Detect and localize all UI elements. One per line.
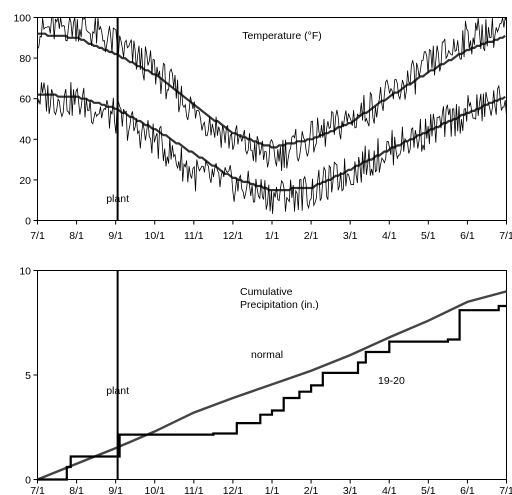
precipitation-chart: 7/1 8/1 9/1 10/1 11/1 12/1 1/1 2/1 3/1 4/1 5/1 6/1 7… [19, 266, 512, 495]
temperature-normal-low [37, 93, 506, 192]
precipitation-y-tick-label: 10 [19, 266, 31, 278]
temperature-y-tick-label: 100 [13, 13, 31, 25]
temperature-x-tick-label: 7/1 [499, 230, 512, 242]
temperature-normal-high [37, 32, 506, 149]
precipitation-x-tick-label: 6/1 [460, 485, 475, 495]
precipitation-title: Cumulative Precipitation (in.) [240, 286, 319, 311]
precipitation-title-line: Cumulative [240, 286, 293, 298]
temperature-y-tick-label: 60 [19, 94, 31, 106]
temperature-chart: 7/1 8/1 9/1 10/1 11/1 12/1 1/1 2/1 3/1 4/1 5/1 6/1 7… [13, 13, 512, 243]
temperature-series [37, 16, 507, 214]
precipitation-x-tick-label: 8/1 [69, 485, 84, 495]
temperature-plant-label: plant [106, 193, 129, 205]
temperature-x-tick-label: 10/1 [145, 230, 166, 242]
temperature-x-tick-label: 9/1 [108, 230, 123, 242]
precipitation-x-tick-label: 4/1 [382, 485, 397, 495]
temperature-y-tick-label: 80 [19, 53, 31, 65]
temperature-x-tick-label: 8/1 [69, 230, 84, 242]
temperature-axes: 7/1 8/1 9/1 10/1 11/1 12/1 1/1 2/1 3/1 4/1 5/1 6/1 7… [13, 13, 512, 243]
precipitation-x-tick-label: 2/1 [304, 485, 319, 495]
temperature-x-tick-label: 7/1 [30, 230, 45, 242]
temperature-daily-high [37, 16, 507, 172]
temperature-title: Temperature (°F) [242, 30, 321, 42]
temperature-x-tick-label: 5/1 [421, 230, 436, 242]
series-label-normal: normal [251, 349, 283, 361]
temperature-x-tick-label: 2/1 [304, 230, 319, 242]
series-label-19-20: 19-20 [378, 375, 405, 387]
precipitation-y-tick-label: 5 [25, 370, 31, 382]
precipitation-normal-line [37, 290, 507, 481]
temperature-y-tick-label: 20 [19, 175, 31, 187]
precipitation-x-tick-label: 1/1 [265, 485, 280, 495]
temperature-daily-low [37, 82, 507, 214]
precipitation-title-line: Precipitation (in.) [240, 299, 319, 311]
precipitation-x-tick-label: 11/1 [184, 485, 204, 495]
precipitation-series [37, 290, 507, 481]
temperature-x-tick-label: 3/1 [343, 230, 358, 242]
precipitation-x-tick-label: 9/1 [108, 485, 123, 495]
temperature-x-tick-label: 4/1 [382, 230, 397, 242]
temperature-y-tick-label: 0 [25, 216, 31, 228]
precipitation-plant-label: plant [106, 385, 129, 397]
precipitation-y-tick-label: 0 [25, 475, 31, 487]
precipitation-axes: 7/1 8/1 9/1 10/1 11/1 12/1 1/1 2/1 3/1 4/1 5/1 6/1 7… [19, 266, 512, 495]
precipitation-x-tick-label: 7/1 [30, 485, 45, 495]
precipitation-19-20-line [37, 304, 507, 481]
temperature-y-tick-label: 40 [19, 134, 31, 146]
precipitation-x-tick-label: 3/1 [343, 485, 358, 495]
temperature-x-tick-label: 1/1 [265, 230, 280, 242]
precipitation-x-tick-label: 10/1 [145, 485, 166, 495]
precipitation-x-tick-label: 7/1 [499, 485, 512, 495]
temperature-x-tick-label: 6/1 [460, 230, 475, 242]
temperature-x-tick-label: 11/1 [184, 230, 204, 242]
precipitation-x-tick-label: 5/1 [421, 485, 436, 495]
precipitation-x-tick-label: 12/1 [223, 485, 244, 495]
temperature-x-tick-label: 12/1 [223, 230, 244, 242]
